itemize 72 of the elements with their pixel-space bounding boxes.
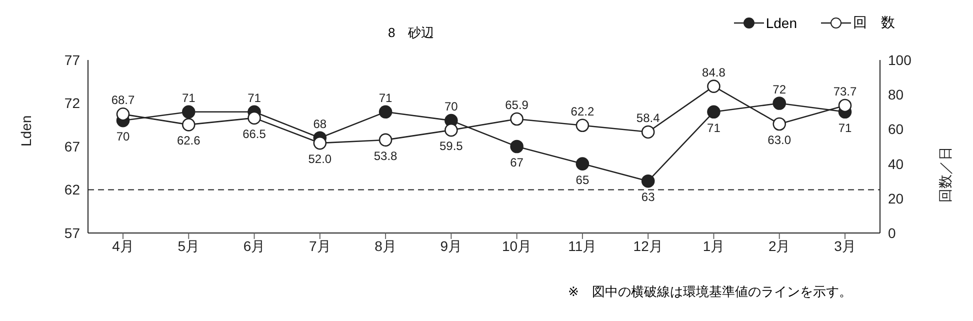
point: [641, 174, 655, 188]
data-label: 71: [707, 120, 721, 135]
y2-tick-label: 0: [888, 224, 896, 241]
data-label: 65.9: [505, 98, 529, 112]
data-label: 68.7: [111, 93, 135, 108]
x-tick-label: 2月: [768, 238, 790, 254]
data-label: 73.7: [833, 84, 857, 98]
data-label: 52.0: [308, 152, 332, 166]
y2-tick-label: 20: [888, 190, 904, 206]
x-tick-label: 1月: [702, 238, 725, 254]
point: [444, 123, 458, 137]
data-label: 84.8: [702, 65, 726, 80]
point: [772, 117, 786, 131]
y-tick-label: 72: [64, 95, 80, 112]
data-label: 71: [838, 120, 852, 135]
legend-label: 回 数: [852, 14, 895, 32]
y2-axis-title: 回数／日: [936, 146, 953, 202]
x-tick-label: 6月: [243, 238, 266, 254]
data-label: 70: [116, 130, 130, 144]
data-label: 58.4: [636, 110, 660, 125]
y2-tick-label: 60: [888, 121, 904, 138]
x-tick-label: 11月: [568, 238, 597, 254]
data-label: 63.0: [768, 133, 792, 148]
point: [707, 80, 720, 93]
data-label: 70: [444, 100, 458, 114]
point: [707, 105, 720, 119]
point: [510, 112, 524, 126]
x-tick-label: 4月: [112, 238, 134, 254]
y-tick-label: 77: [64, 52, 80, 68]
y-tick-label: 67: [64, 138, 80, 154]
data-label: 71: [248, 90, 262, 105]
x-tick-label: 5月: [178, 238, 200, 254]
point: [378, 105, 392, 119]
data-label: 72: [772, 82, 786, 96]
data-label: 66.5: [242, 126, 266, 141]
data-label: 59.5: [440, 139, 464, 154]
point: [378, 133, 392, 147]
y-axis-title: Lden: [18, 115, 34, 146]
point: [641, 125, 655, 139]
y-tick-label: 57: [64, 224, 80, 241]
point: [838, 98, 852, 112]
data-label: 62.2: [570, 104, 594, 118]
point: [576, 157, 590, 170]
data-label: 71: [182, 90, 196, 105]
y2-tick-label: 40: [888, 156, 904, 172]
x-tick-label: 7月: [309, 238, 331, 254]
point: [116, 108, 130, 121]
point: [313, 136, 327, 150]
point: [182, 118, 196, 132]
point: [510, 140, 524, 154]
data-label: 62.6: [176, 134, 201, 148]
text: ※ 図中の横破線は環境基準値のラインを示す。: [568, 283, 852, 301]
point: [576, 118, 590, 132]
data-label: 65: [576, 172, 590, 187]
point: [772, 96, 786, 110]
y-tick-label: 62: [64, 182, 80, 198]
y2-tick-label: 100: [888, 52, 912, 68]
legend-label: Lden: [764, 14, 797, 32]
data-label: 63: [641, 190, 656, 204]
chart-title: 8 砂辺: [388, 24, 434, 42]
data-label: 53.8: [374, 148, 398, 163]
point: [182, 105, 196, 119]
x-tick-label: 12月: [633, 238, 663, 254]
data-label: 71: [378, 90, 393, 105]
y2-tick-label: 80: [888, 86, 904, 103]
x-tick-label: 8月: [374, 238, 396, 254]
x-tick-label: 3月: [834, 238, 856, 254]
data-label: 68: [313, 116, 327, 131]
x-tick-label: 9月: [440, 238, 462, 254]
point: [248, 111, 261, 125]
x-tick-label: 10月: [502, 238, 532, 254]
data-label: 67: [510, 156, 524, 170]
